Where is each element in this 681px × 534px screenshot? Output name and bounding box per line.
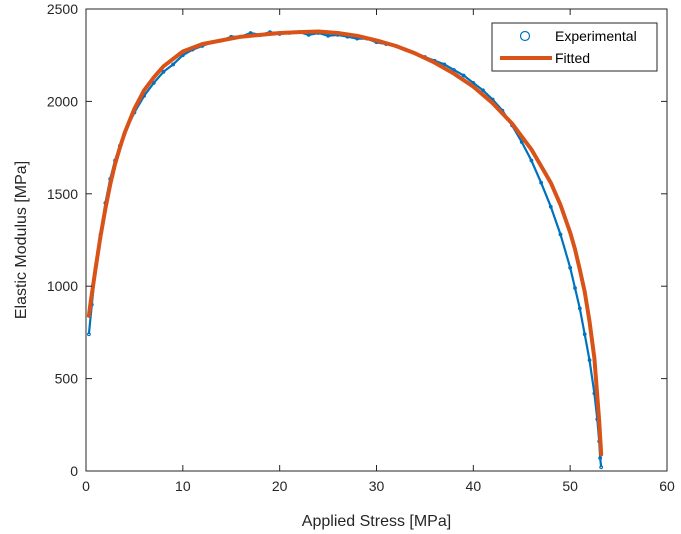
y-tick-label-1: 500 [55, 371, 79, 387]
legend-marker-experimental [519, 30, 531, 42]
experimental-point [529, 158, 534, 163]
x-tick-label-0: 0 [82, 478, 90, 494]
legend-label-fitted: Fitted [555, 50, 590, 66]
experimental-point [558, 232, 563, 237]
series-fitted-line [86, 29, 604, 457]
y-tick-label-5: 2500 [47, 1, 78, 17]
y-tick-label-4: 2000 [47, 93, 78, 109]
experimental-point [598, 456, 603, 460]
y-tick-label-2: 1000 [47, 278, 78, 294]
x-tick-label-6: 60 [659, 478, 675, 494]
series-layer [86, 29, 604, 470]
x-tick-label-1: 10 [175, 478, 191, 494]
y-tick-label-3: 1500 [47, 186, 78, 202]
x-tick-label-5: 50 [562, 478, 578, 494]
experimental-point [599, 465, 604, 470]
experimental-point [577, 306, 582, 311]
experimental-point [573, 286, 577, 290]
experimental-point [481, 88, 485, 93]
plot-area [85, 8, 668, 472]
experimental-point [161, 69, 166, 74]
x-tick-label-3: 30 [369, 478, 385, 494]
y-axis-label: Elastic Modulus [MPa] [13, 161, 30, 319]
experimental-point [587, 358, 592, 363]
y-axis: 0 500 1000 1500 2000 2500 [47, 1, 667, 479]
experimental-point [582, 332, 587, 337]
axes-box [85, 8, 668, 472]
experimental-point [461, 73, 466, 78]
y-tick-label-0: 0 [70, 463, 78, 479]
experimental-point [87, 332, 91, 337]
experimental-point [548, 204, 553, 209]
legend-box [491, 22, 658, 72]
experimental-point [568, 265, 573, 270]
experimental-point [171, 62, 176, 67]
experimental-point [326, 33, 330, 38]
experimental-point [151, 81, 156, 85]
legend-label-experimental: Experimental [555, 28, 637, 44]
experimental-point [539, 180, 544, 185]
x-axis: 0 10 20 30 40 50 60 [82, 9, 675, 494]
x-tick-label-2: 20 [272, 478, 288, 494]
legend: Experimental Fitted [491, 22, 658, 72]
x-axis-label: Applied Stress [MPa] [302, 513, 451, 530]
series-experimental-trace [87, 30, 603, 468]
x-tick-label-4: 40 [466, 478, 482, 494]
experimental-point [519, 140, 524, 144]
